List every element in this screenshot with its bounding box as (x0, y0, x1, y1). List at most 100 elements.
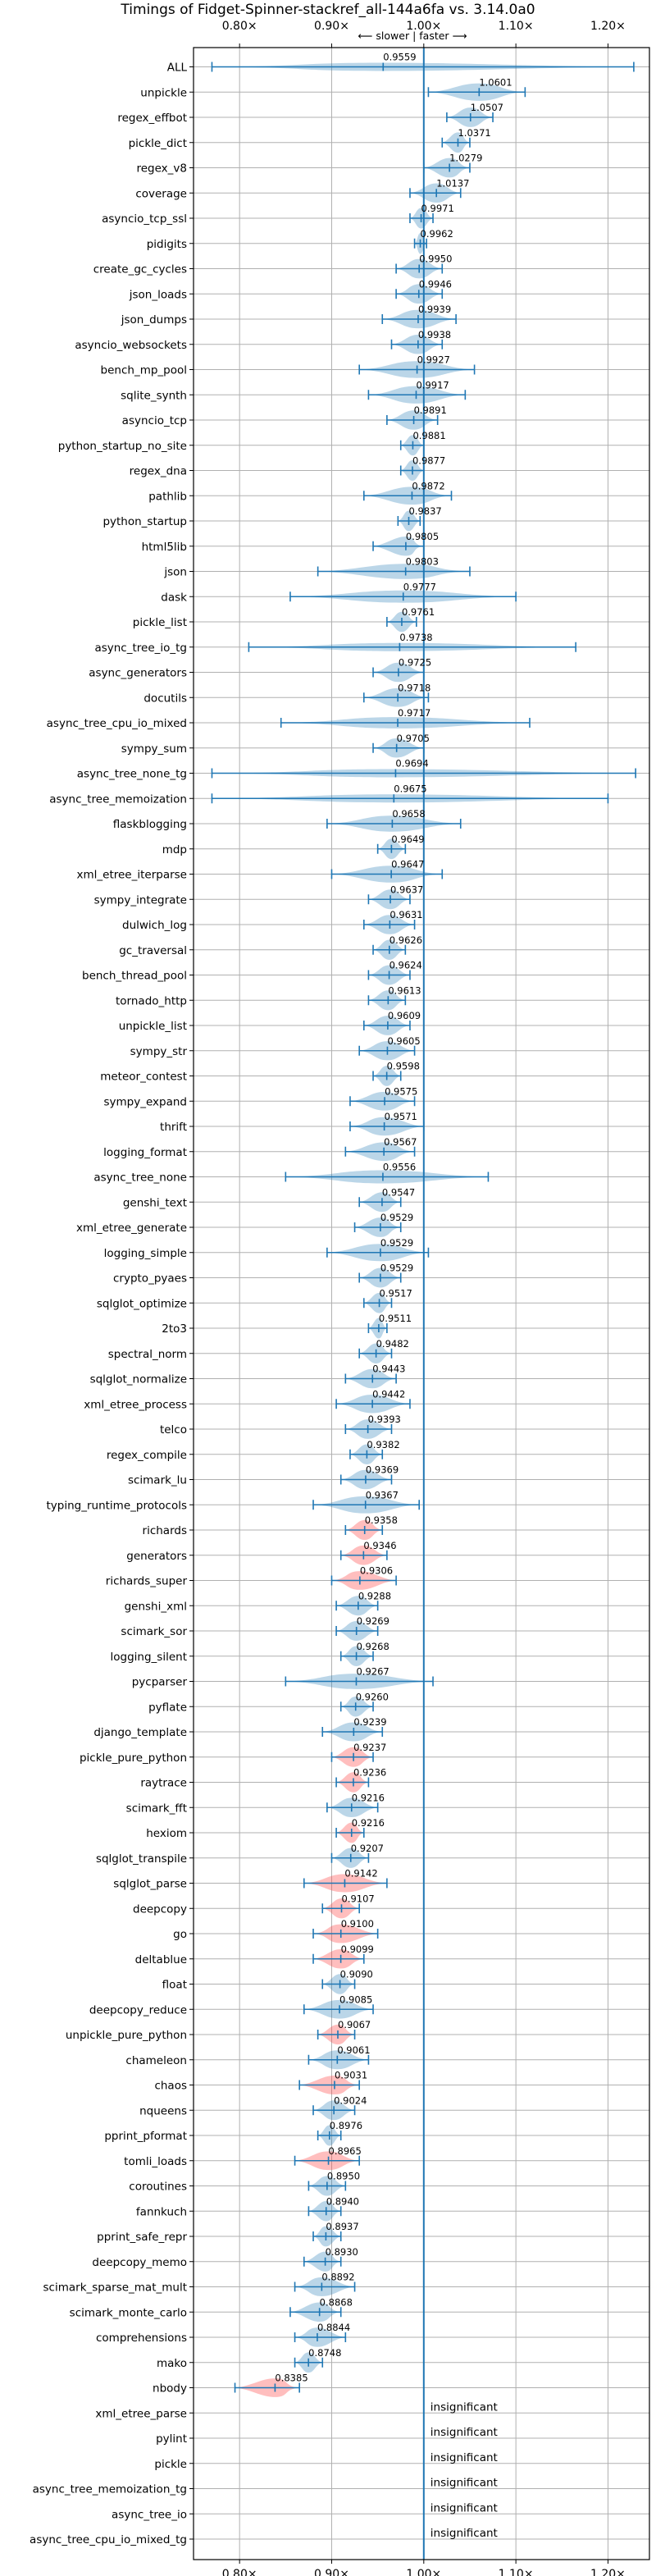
value-label: 0.8930 (326, 2246, 358, 2258)
x-tick-label-bottom: 0.80× (222, 2568, 257, 2576)
value-label: 0.9946 (419, 278, 452, 290)
benchmark-label: pprint_pformat (104, 2130, 187, 2143)
value-label: 0.9571 (385, 1111, 417, 1122)
benchmark-label: logging_silent (111, 1651, 187, 1664)
benchmark-label: scimark_lu (128, 1474, 187, 1487)
value-label: 0.9085 (339, 1994, 372, 2005)
x-tick-label-bottom: 1.10× (499, 2568, 534, 2576)
plot-frame (193, 47, 650, 2560)
value-label: 0.9443 (372, 1363, 405, 1375)
benchmark-label: async_generators (89, 667, 187, 680)
benchmark-label: pylint (156, 2432, 187, 2446)
benchmark-label: tomli_loads (124, 2155, 187, 2168)
value-label: 1.0279 (449, 153, 482, 164)
insignificant-label: insignificant (430, 2477, 498, 2490)
value-label: 1.0137 (436, 177, 469, 189)
benchmark-label: genshi_xml (125, 1600, 187, 1613)
value-label: 0.9369 (366, 1464, 399, 1476)
value-label: 0.9346 (363, 1540, 396, 1551)
benchmark-label: thrift (160, 1121, 187, 1134)
value-label: 0.9547 (382, 1186, 415, 1198)
benchmark-label: json_loads (129, 288, 187, 301)
benchmark-label: xml_etree_iterparse (77, 869, 188, 882)
benchmark-label: go (173, 1928, 187, 1941)
benchmark-label: sympy_expand (103, 1095, 187, 1108)
benchmark-label: pathlib (148, 490, 187, 503)
benchmark-label: gc_traversal (119, 944, 187, 957)
value-label: 0.8844 (317, 2322, 350, 2333)
value-label: 0.9717 (398, 707, 430, 719)
value-label: 0.9288 (358, 1590, 391, 1601)
value-label: 0.9877 (412, 455, 445, 467)
value-label: 0.8868 (320, 2296, 353, 2308)
value-label: 0.8965 (329, 2145, 362, 2157)
benchmark-label: unpickle_list (119, 1020, 187, 1033)
benchmark-label: nqueens (139, 2104, 187, 2117)
value-label: 0.9216 (352, 1792, 385, 1803)
benchmark-label: pyflate (148, 1701, 187, 1714)
benchmark-label: django_template (93, 1726, 187, 1739)
benchmark-label: scimark_fft (126, 1802, 187, 1815)
value-label: 0.8976 (330, 2120, 362, 2131)
value-label: 0.9031 (335, 2070, 367, 2081)
value-label: 0.9090 (340, 1969, 373, 1980)
direction-note: ⟵ slower | faster ⟶ (358, 30, 467, 42)
benchmark-label: sqlglot_transpile (96, 1852, 187, 1866)
benchmark-label: sqlglot_normalize (90, 1373, 187, 1386)
value-label: 0.9236 (353, 1767, 386, 1779)
benchmark-label: telco (160, 1423, 187, 1436)
x-tick-label-top: 0.90× (314, 20, 349, 33)
benchmark-label: genshi_text (123, 1196, 187, 1209)
value-label: 0.9511 (379, 1313, 412, 1324)
value-label: 0.9575 (385, 1085, 417, 1097)
value-label: 0.9705 (397, 733, 430, 744)
value-label: 0.9517 (380, 1287, 412, 1299)
benchmark-label: pidigits (147, 238, 187, 251)
benchmark-label: pickle_dict (129, 137, 187, 150)
benchmark-label: asyncio_tcp_ssl (102, 212, 187, 226)
value-label: 0.9805 (406, 531, 439, 542)
value-label: 0.9649 (391, 834, 424, 845)
benchmark-label: async_tree_cpu_io_mixed (47, 717, 187, 730)
benchmark-label: meteor_contest (100, 1071, 187, 1084)
benchmark-label: chaos (154, 2080, 187, 2093)
value-label: 0.9529 (380, 1212, 413, 1223)
value-label: 0.9024 (334, 2094, 367, 2106)
value-label: 0.9658 (392, 808, 425, 820)
value-label: 0.9939 (418, 304, 451, 315)
value-label: 0.9605 (387, 1035, 420, 1047)
benchmark-label: tornado_http (116, 994, 187, 1007)
benchmark-label: async_tree_io (112, 2508, 187, 2521)
benchmark-label: crypto_pyaes (113, 1272, 187, 1286)
benchmark-label: regex_compile (107, 1449, 187, 1462)
value-label: 0.8937 (326, 2221, 358, 2232)
value-label: 0.9268 (357, 1641, 390, 1652)
x-tick-label-bottom: 1.00× (406, 2568, 441, 2576)
benchmark-label: asyncio_websockets (75, 339, 187, 352)
benchmark-label: spectral_norm (108, 1348, 187, 1361)
benchmark-label: create_gc_cycles (93, 263, 187, 276)
value-label: 0.9837 (408, 505, 441, 517)
insignificant-label: insignificant (430, 2501, 498, 2514)
benchmark-label: sympy_sum (121, 742, 187, 756)
value-label: 0.9637 (390, 884, 423, 895)
value-label: 0.9216 (352, 1817, 385, 1829)
value-label: 1.0601 (479, 76, 512, 88)
value-label: 0.9267 (356, 1666, 389, 1678)
value-label: 0.9738 (399, 632, 432, 643)
benchmark-label: fannkuch (136, 2205, 187, 2218)
value-label: 0.9725 (399, 657, 431, 669)
violin-layer (211, 48, 636, 2560)
value-label: 0.9099 (341, 1943, 374, 1955)
value-label: 0.9529 (380, 1237, 413, 1249)
benchmark-label: dulwich_log (122, 919, 187, 932)
value-label: 1.0371 (458, 127, 490, 139)
benchmark-label: sqlglot_parse (113, 1878, 187, 1891)
benchmark-label: async_tree_none_tg (77, 768, 187, 781)
value-label: 0.9367 (366, 1489, 399, 1500)
benchmark-label: pickle (154, 2458, 187, 2471)
value-label: 0.9631 (390, 909, 422, 920)
benchmark-label: pycparser (132, 1676, 188, 1689)
insignificant-label: insignificant (430, 2527, 498, 2540)
